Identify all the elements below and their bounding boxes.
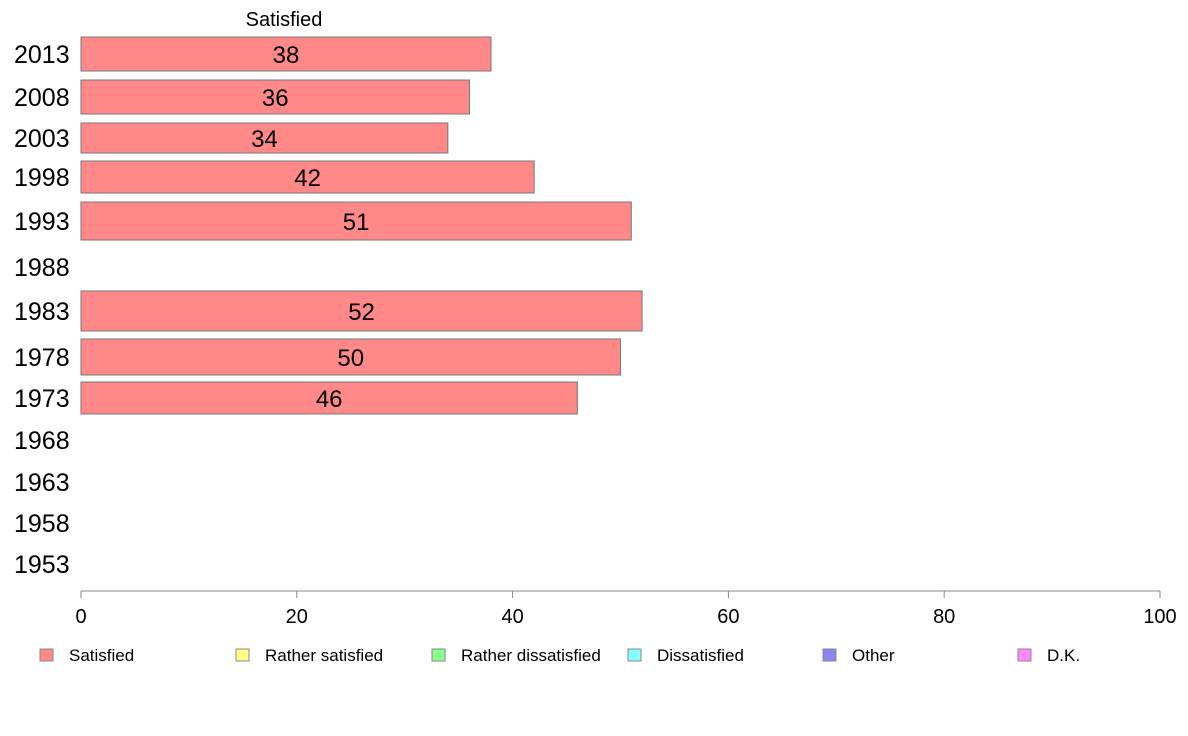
- y-tick-label: 1993: [14, 208, 70, 236]
- bars-group: 38 36 34 42 51 52 50 46: [80, 36, 643, 415]
- legend-swatch: [235, 648, 250, 662]
- y-tick-label: 1973: [14, 385, 70, 413]
- legend-swatch: [627, 648, 642, 662]
- legend-label: Other: [852, 646, 895, 665]
- y-tick-label: 1988: [14, 254, 70, 282]
- bar: [80, 36, 492, 72]
- x-axis: 0 20 40 60 80 100: [75, 590, 1177, 628]
- y-axis-labels: 2013 2008 2003 1998 1993 1988 1983 1978 1973 1968…: [14, 41, 70, 579]
- bar: [80, 160, 535, 194]
- bar-value-label: 51: [343, 209, 370, 236]
- bar: [80, 79, 470, 115]
- legend-label: Satisfied: [69, 646, 134, 665]
- bar-value-label: 46: [316, 386, 343, 413]
- bar-value-label: 52: [348, 299, 375, 326]
- y-tick-label: 2013: [14, 41, 70, 69]
- bar: [80, 290, 643, 332]
- legend: Satisfied Rather satisfied Rather dissatis…: [39, 646, 1080, 665]
- x-tick-label: 40: [501, 606, 523, 628]
- y-tick-label: 1953: [14, 551, 70, 579]
- legend-label: Dissatisfied: [657, 646, 744, 665]
- legend-label: Rather dissatisfied: [461, 646, 601, 665]
- y-tick-label: 1963: [14, 469, 70, 497]
- legend-swatch: [1017, 648, 1032, 662]
- x-tick-label: 0: [75, 606, 86, 628]
- bar-value-label: 36: [262, 85, 289, 112]
- y-tick-label: 1978: [14, 344, 70, 372]
- y-tick-label: 1998: [14, 164, 70, 192]
- bar: [80, 381, 578, 415]
- bar: [80, 122, 449, 154]
- y-tick-label: 1958: [14, 510, 70, 538]
- legend-label: Rather satisfied: [265, 646, 383, 665]
- bar-value-label: 38: [273, 42, 300, 69]
- bar-value-label: 42: [294, 165, 321, 192]
- legend-label: D.K.: [1047, 646, 1080, 665]
- legend-swatch: [431, 648, 446, 662]
- bar: [80, 338, 621, 376]
- bar-value-label: 50: [337, 345, 364, 372]
- y-tick-label: 1983: [14, 298, 70, 326]
- y-tick-label: 2008: [14, 84, 70, 112]
- bar: [80, 201, 632, 241]
- legend-swatch: [39, 648, 54, 662]
- x-tick-label: 20: [286, 606, 308, 628]
- bar-value-label: 34: [251, 126, 278, 153]
- x-tick-label: 80: [933, 606, 955, 628]
- series-title: Satisfied: [246, 9, 323, 31]
- y-tick-label: 1968: [14, 427, 70, 455]
- y-tick-label: 2003: [14, 125, 70, 153]
- x-tick-label: 60: [717, 606, 739, 628]
- legend-swatch: [822, 648, 837, 662]
- x-tick-label: 100: [1143, 606, 1176, 628]
